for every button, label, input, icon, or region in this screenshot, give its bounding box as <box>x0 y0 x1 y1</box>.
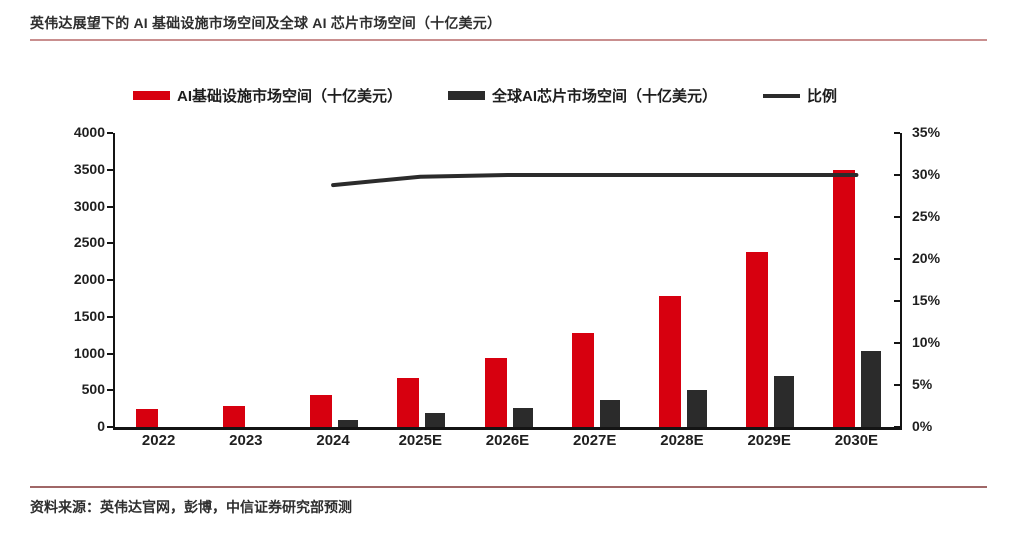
axis-tick-right <box>894 426 900 428</box>
axis-tick-right <box>894 216 900 218</box>
bar-chip <box>774 375 795 427</box>
ratio-line <box>331 173 859 188</box>
bar-infra <box>746 252 769 427</box>
bar-infra <box>833 169 856 427</box>
axis-tick-right <box>894 384 900 386</box>
x-axis-label: 2029E <box>747 432 791 449</box>
axis-tick-left <box>107 315 113 318</box>
y-axis-label-right: 25% <box>912 208 941 224</box>
bar-infra <box>310 395 333 427</box>
axis-tick-right <box>894 300 900 302</box>
axis-tick-left <box>107 426 113 428</box>
axis-tick-right <box>894 258 900 260</box>
y-axis-label-left: 3500 <box>73 160 105 177</box>
bar-chip <box>861 351 882 427</box>
bar-infra <box>484 357 507 427</box>
y-axis-label-right: 10% <box>912 334 941 350</box>
page-title: 英伟达展望下的 AI 基础设施市场空间及全球 AI 芯片市场空间（十亿美元） <box>30 15 502 31</box>
bar-infra <box>571 332 594 427</box>
y-axis-label-left: 1500 <box>73 307 105 324</box>
chart-legend: AI基础设施市场空间（十亿美元） 全球AI芯片市场空间（十亿美元） 比例 <box>133 85 837 106</box>
y-axis-label-left: 0 <box>97 418 105 434</box>
y-axis-label-right: 30% <box>912 166 941 182</box>
bar-infra <box>397 377 420 427</box>
title-divider <box>30 39 987 41</box>
axis-tick-left <box>107 205 113 208</box>
legend-item: 全球AI芯片市场空间（十亿美元） <box>448 85 717 106</box>
axis-tick-right <box>894 132 900 134</box>
legend-item: 比例 <box>763 85 837 106</box>
y-axis-label-right: 20% <box>912 250 941 266</box>
bar-chip <box>338 419 359 427</box>
axis-tick-right <box>894 342 900 344</box>
source-divider <box>30 486 987 488</box>
y-axis-label-left: 4000 <box>73 124 105 140</box>
axis-tick-left <box>107 132 113 134</box>
y-axis-left-line <box>113 133 115 427</box>
x-axis-label: 2025E <box>398 432 442 449</box>
ratio-line-layer <box>331 173 859 188</box>
y-axis-label-left: 3000 <box>73 197 105 214</box>
legend-label: 比例 <box>807 88 838 105</box>
y-axis-label-left: 1000 <box>73 344 105 361</box>
bar-chip <box>425 413 446 427</box>
bar-infra <box>135 408 158 427</box>
legend-bar-swatch <box>448 91 486 100</box>
x-axis-label: 2027E <box>573 432 617 449</box>
legend-label: 全球AI芯片市场空间（十亿美元） <box>492 88 718 105</box>
bar-infra <box>222 405 245 427</box>
legend-label: AI基础设施市场空间（十亿美元） <box>177 88 403 105</box>
source-note: 资料来源：英伟达官网，彭博，中信证券研究部预测 <box>30 499 352 515</box>
x-axis-label: 2022 <box>141 432 176 449</box>
x-axis-label: 2030E <box>834 432 879 449</box>
y-axis-label-right: 35% <box>912 124 941 140</box>
x-axis-line <box>113 427 902 430</box>
x-axis-label: 2023 <box>229 432 263 449</box>
bar-chip <box>599 399 620 427</box>
y-axis-right-line <box>900 133 902 427</box>
bar-chip <box>512 407 533 427</box>
x-axis-label: 2026E <box>485 432 530 449</box>
plot-area <box>107 132 902 430</box>
axis-tick-left <box>107 352 113 355</box>
legend-line-swatch <box>763 93 801 98</box>
bar-chip <box>686 389 707 427</box>
y-axis-label-right: 5% <box>912 376 933 392</box>
axis-tick-right <box>894 174 900 176</box>
bar-infra <box>658 296 681 427</box>
y-axis-label-left: 500 <box>81 381 105 398</box>
x-axis-label: 2028E <box>660 432 704 449</box>
legend-bar-swatch <box>133 91 170 100</box>
legend-item: AI基础设施市场空间（十亿美元） <box>133 85 402 106</box>
y-axis-label-right: 15% <box>912 292 941 308</box>
axis-tick-left <box>107 279 113 281</box>
axis-tick-left <box>107 389 113 392</box>
axis-tick-left <box>107 242 113 245</box>
y-axis-label-left: 2500 <box>73 234 105 251</box>
y-axis-label-right: 0% <box>912 418 933 434</box>
y-axis-label-left: 2000 <box>73 271 105 287</box>
axis-tick-left <box>107 168 113 171</box>
x-axis-label: 2024 <box>316 432 350 449</box>
